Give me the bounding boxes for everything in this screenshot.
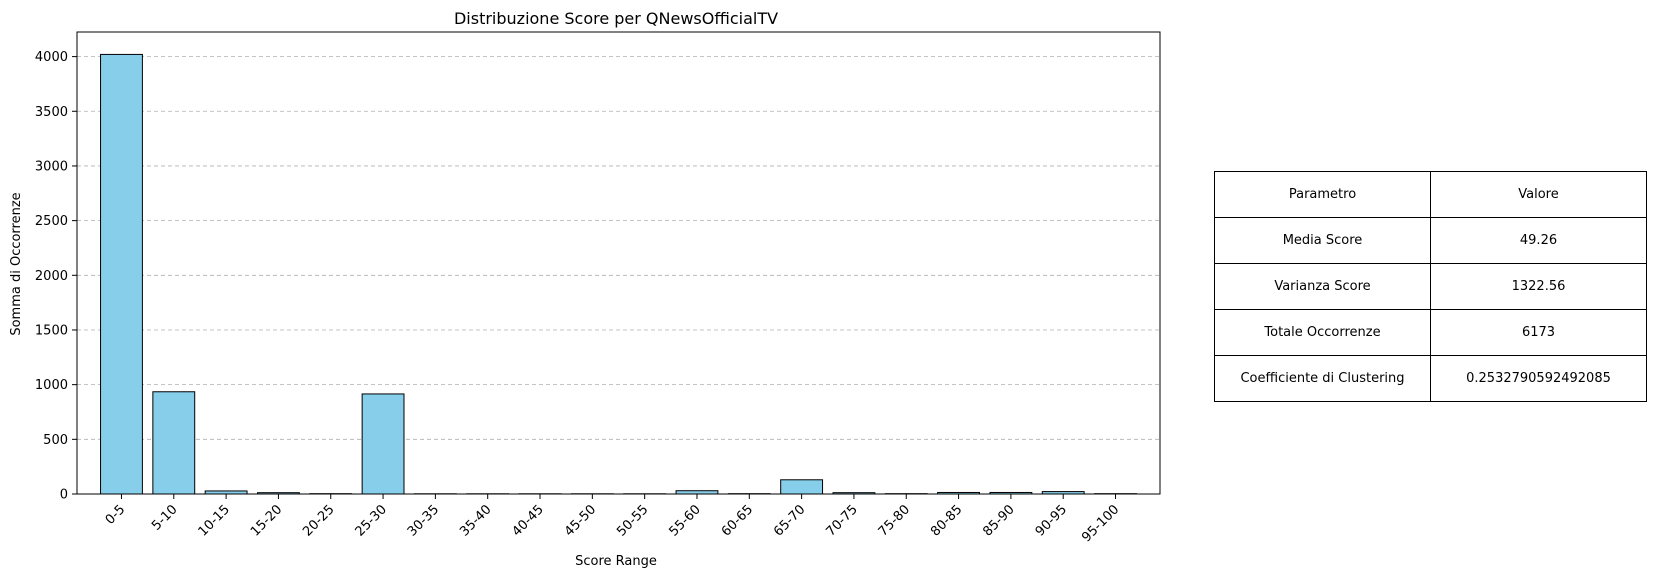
y-tick-label: 2500 (35, 214, 68, 229)
table-header-row: Parametro Valore (1214, 171, 1647, 218)
table-cell-value: 0.2532790592492085 (1430, 355, 1647, 402)
table-cell-value: 6173 (1430, 309, 1647, 356)
stats-table: Parametro Valore Media Score 49.26 Varia… (1214, 171, 1647, 402)
y-tick-label: 500 (43, 433, 68, 448)
x-tick-label: 15-20 (248, 502, 285, 539)
y-tick-label: 3500 (35, 105, 68, 120)
y-axis-ticks: 0 500 1000 1500 2000 2500 3000 3500 4000 (35, 50, 77, 503)
plot-frame (76, 31, 1161, 495)
table-header-cell: Valore (1430, 171, 1647, 218)
x-tick-label: 75-80 (876, 502, 913, 539)
table-cell-value: 1322.56 (1430, 263, 1647, 310)
y-tick-label: 4000 (35, 50, 68, 65)
table-row: Totale Occorrenze 6173 (1214, 309, 1647, 356)
y-axis-label: Somma di Occorrenze (9, 192, 24, 335)
y-tick-label: 0 (60, 488, 68, 503)
bar-0-5 (100, 53, 143, 495)
x-tick-label: 25-30 (353, 502, 390, 539)
x-axis-ticks: 0-5 5-10 10-15 15-20 20-25 25-30 30-35 35-40 40-… (103, 494, 1122, 545)
bar-25-30 (361, 393, 405, 495)
y-tick-label: 3000 (35, 159, 68, 174)
x-tick-label: 90-95 (1033, 502, 1070, 539)
x-tick-label: 80-85 (928, 502, 965, 539)
x-tick-label: 60-65 (719, 502, 756, 539)
y-tick-label: 1000 (35, 378, 68, 393)
table-header-cell: Parametro (1214, 171, 1431, 218)
grid-lines (77, 56, 1160, 440)
table-cell-value: 49.26 (1430, 217, 1647, 264)
chart-title: Distribuzione Score per QNewsOfficialTV (454, 9, 778, 28)
bar-5-10 (152, 391, 196, 495)
x-tick-label: 10-15 (196, 502, 233, 539)
table-row: Media Score 49.26 (1214, 217, 1647, 264)
x-tick-label: 65-70 (771, 502, 808, 539)
x-tick-label: 45-50 (562, 502, 599, 539)
table-cell-parameter: Coefficiente di Clustering (1214, 355, 1431, 402)
x-tick-label: 55-60 (666, 502, 703, 539)
x-tick-label: 35-40 (457, 502, 494, 539)
table-row: Varianza Score 1322.56 (1214, 263, 1647, 310)
table-cell-parameter: Media Score (1214, 217, 1431, 264)
table-cell-parameter: Totale Occorrenze (1214, 309, 1431, 356)
x-tick-label: 70-75 (823, 502, 860, 539)
bar-65-70 (780, 479, 824, 495)
y-tick-label: 2000 (35, 269, 68, 284)
bars (100, 53, 1137, 495)
x-tick-label: 0-5 (103, 502, 129, 528)
x-axis-label: Score Range (575, 554, 657, 569)
x-tick-label: 50-55 (614, 502, 651, 539)
x-tick-label: 85-90 (980, 502, 1017, 539)
table-cell-parameter: Varianza Score (1214, 263, 1431, 310)
y-tick-label: 1500 (35, 323, 68, 338)
x-tick-label: 40-45 (510, 502, 547, 539)
x-tick-label: 95-100 (1079, 502, 1122, 545)
x-tick-label: 5-10 (149, 502, 180, 533)
x-tick-label: 20-25 (300, 502, 337, 539)
table-row: Coefficiente di Clustering 0.25327905924… (1214, 355, 1647, 402)
x-tick-label: 30-35 (405, 502, 442, 539)
